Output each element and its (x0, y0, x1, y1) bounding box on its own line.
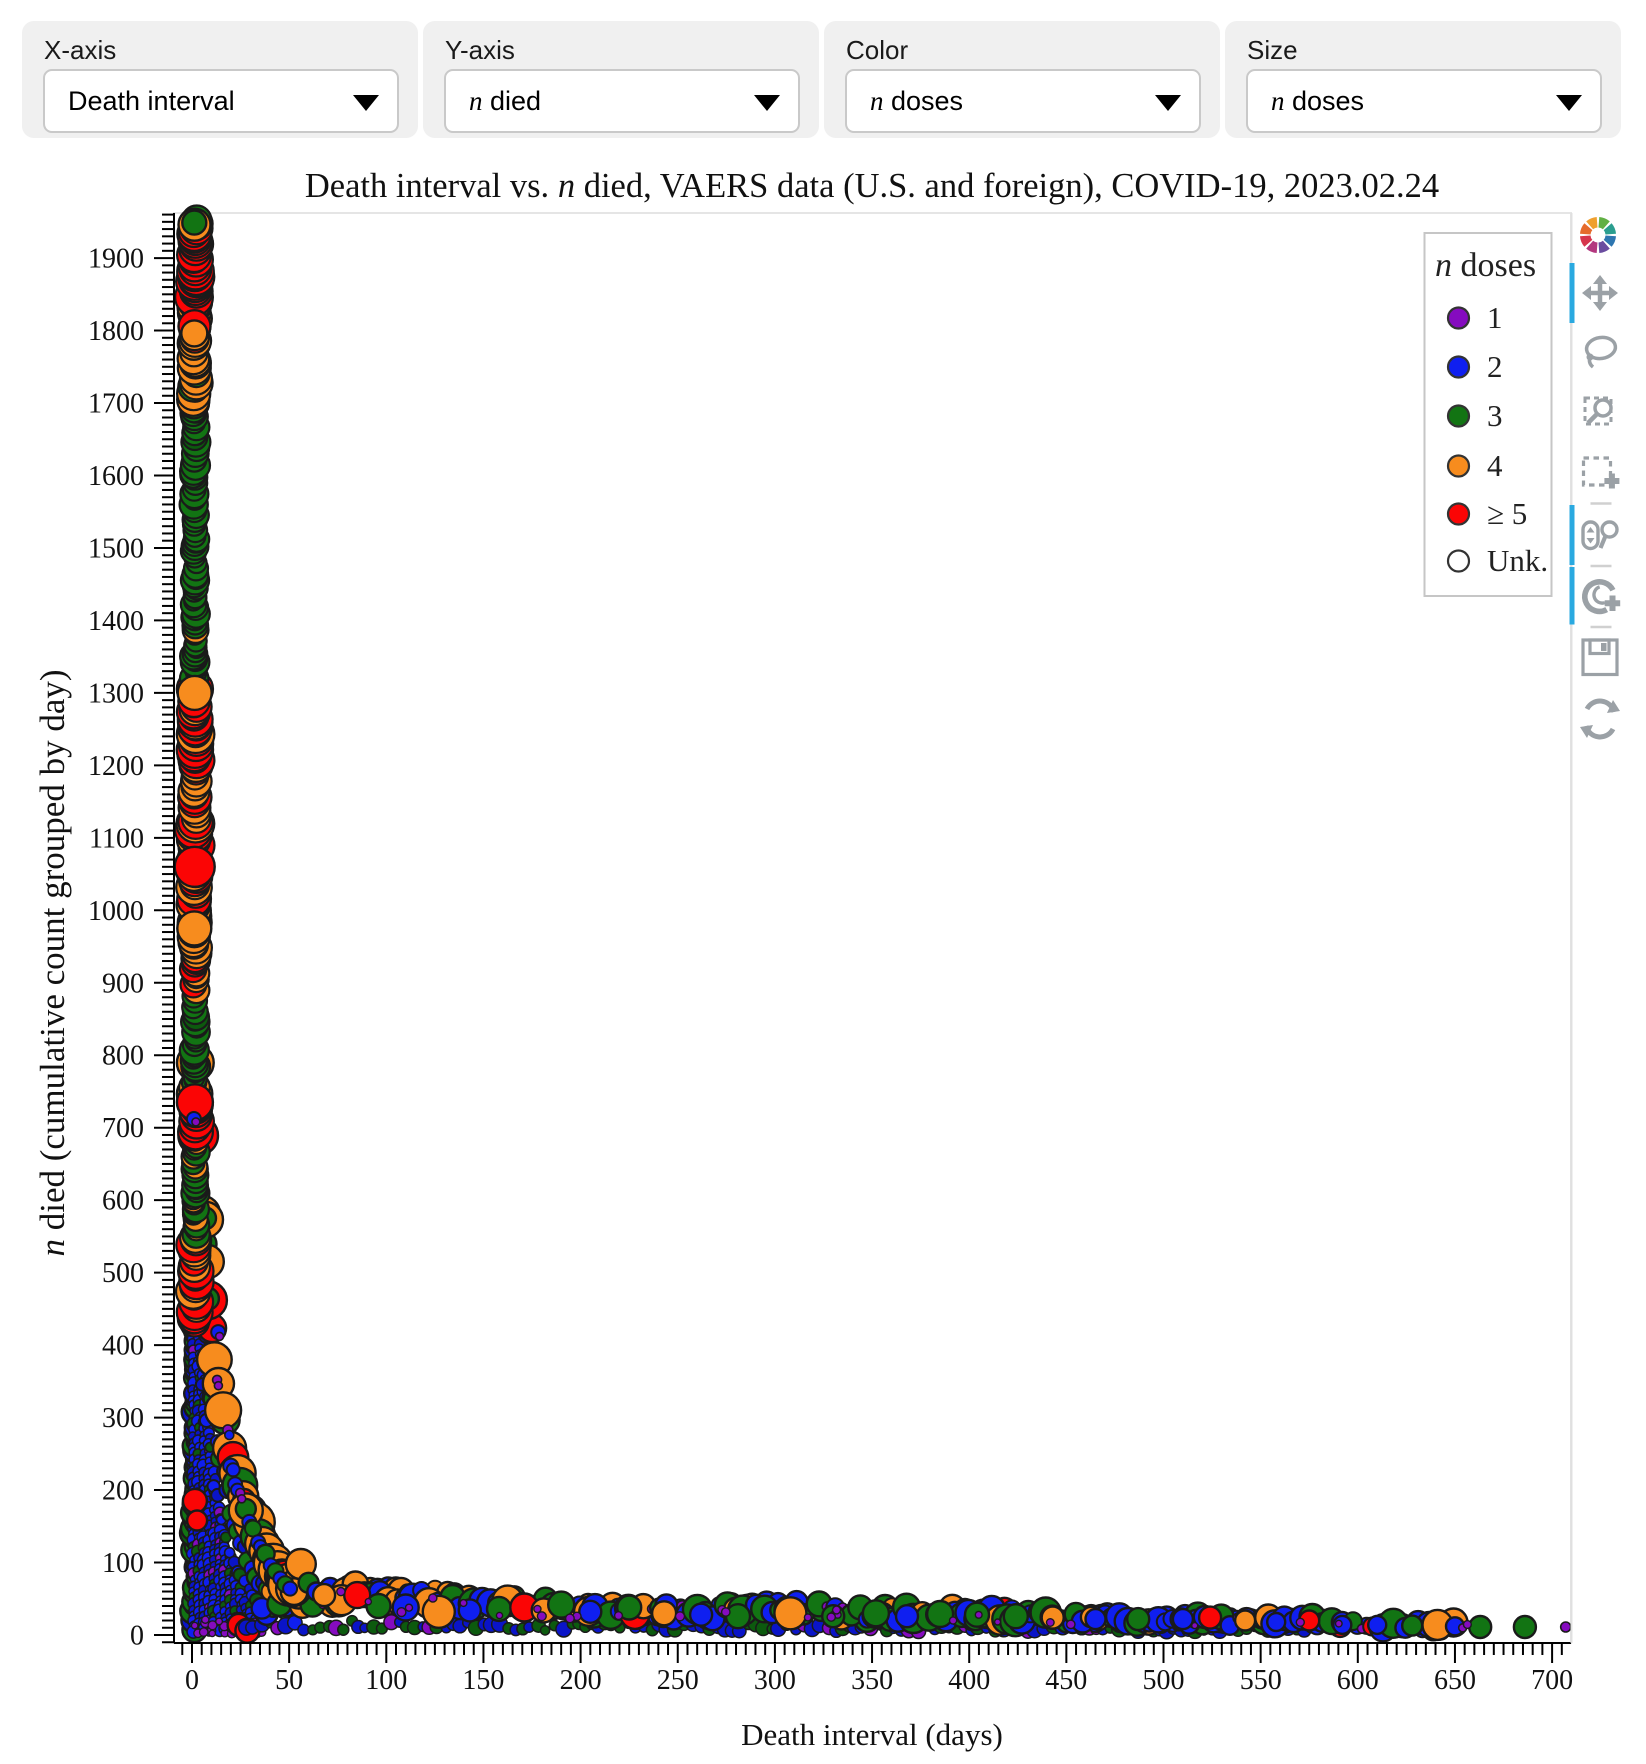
svg-text:2: 2 (1487, 349, 1503, 384)
svg-text:200: 200 (560, 1665, 602, 1696)
svg-text:700: 700 (1531, 1665, 1573, 1696)
svg-text:450: 450 (1045, 1665, 1087, 1696)
svg-text:1100: 1100 (89, 823, 144, 854)
svg-text:500: 500 (1143, 1665, 1185, 1696)
svg-text:800: 800 (102, 1041, 144, 1072)
svg-text:550: 550 (1240, 1665, 1282, 1696)
svg-text:400: 400 (948, 1665, 990, 1696)
svg-text:900: 900 (102, 968, 144, 999)
svg-text:200: 200 (102, 1476, 144, 1507)
svg-text:1500: 1500 (88, 534, 144, 565)
svg-text:1200: 1200 (88, 751, 144, 782)
svg-text:300: 300 (102, 1403, 144, 1434)
svg-text:50: 50 (275, 1665, 303, 1696)
svg-text:1400: 1400 (88, 606, 144, 637)
svg-text:1: 1 (1487, 300, 1503, 335)
svg-text:n died (cumulative count group: n died (cumulative count grouped by day) (33, 669, 72, 1256)
svg-text:700: 700 (102, 1113, 144, 1144)
svg-text:1700: 1700 (88, 389, 144, 420)
svg-text:Death interval vs. n died, VAE: Death interval vs. n died, VAERS data (U… (305, 167, 1439, 205)
svg-text:1800: 1800 (88, 316, 144, 347)
svg-text:500: 500 (102, 1258, 144, 1289)
svg-text:600: 600 (1337, 1665, 1379, 1696)
svg-text:400: 400 (102, 1331, 144, 1362)
svg-text:n doses: n doses (1435, 247, 1536, 284)
svg-text:1900: 1900 (88, 244, 144, 275)
svg-text:1600: 1600 (88, 461, 144, 492)
svg-text:1000: 1000 (88, 896, 144, 927)
svg-text:≥ 5: ≥ 5 (1487, 496, 1527, 531)
svg-text:350: 350 (851, 1665, 893, 1696)
svg-text:4: 4 (1487, 448, 1503, 483)
svg-text:300: 300 (754, 1665, 796, 1696)
svg-text:650: 650 (1434, 1665, 1476, 1696)
svg-text:1300: 1300 (88, 678, 144, 709)
svg-text:3: 3 (1487, 398, 1503, 433)
svg-text:0: 0 (185, 1665, 199, 1696)
svg-text:Unk.: Unk. (1487, 543, 1548, 578)
svg-text:0: 0 (130, 1621, 144, 1652)
svg-text:100: 100 (365, 1665, 407, 1696)
svg-text:600: 600 (102, 1186, 144, 1217)
svg-text:150: 150 (462, 1665, 504, 1696)
svg-text:250: 250 (657, 1665, 699, 1696)
svg-text:100: 100 (102, 1548, 144, 1579)
svg-text:Death interval (days): Death interval (days) (741, 1717, 1003, 1752)
